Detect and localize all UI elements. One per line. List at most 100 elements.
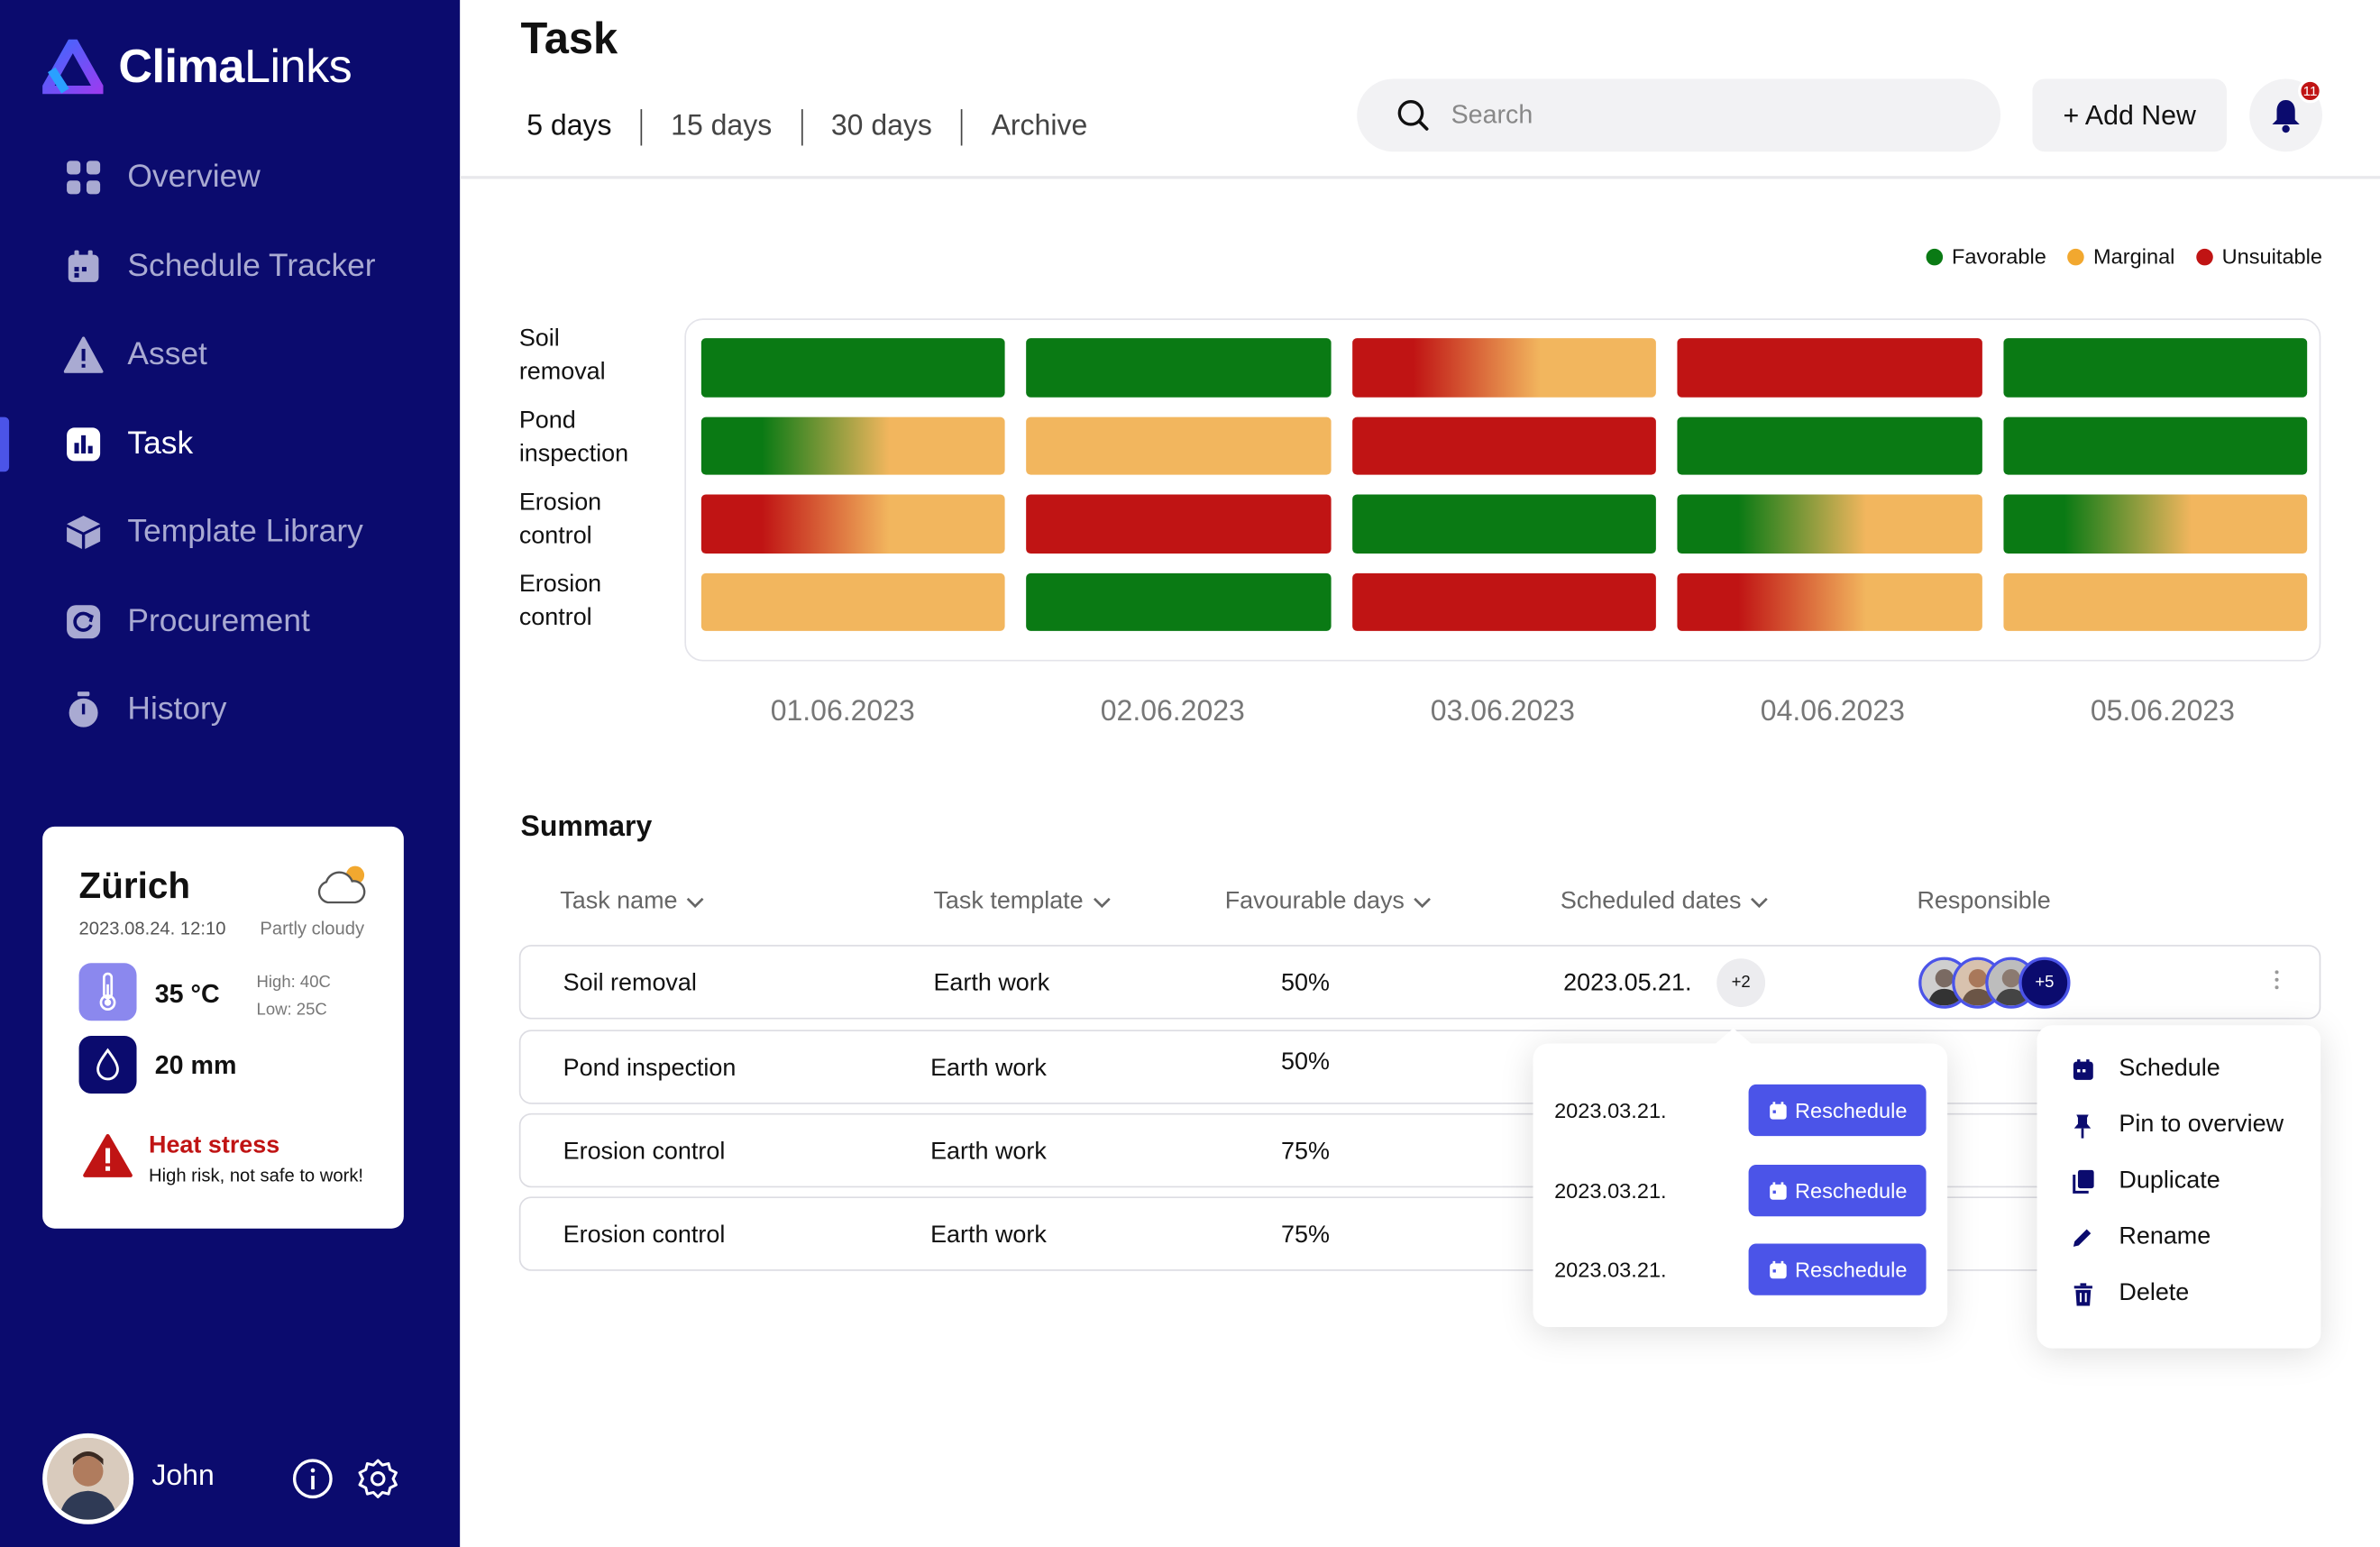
user-name: John	[151, 1460, 215, 1493]
heatmap-cell[interactable]	[1026, 494, 1332, 554]
table-row[interactable]: Pond inspection Earth work 50%	[518, 1030, 2321, 1104]
header-divider	[460, 176, 2380, 179]
heatmap-cell[interactable]	[1026, 572, 1332, 631]
column-header-scheduled-dates[interactable]: Scheduled dates	[1561, 889, 1769, 916]
menu-item-label: Pin to overview	[2119, 1112, 2284, 1138]
heatmap-cell[interactable]	[1351, 338, 1657, 397]
heatmap-cell[interactable]	[1677, 338, 1982, 397]
heatmap-cell[interactable]	[2002, 416, 2308, 475]
tab-30-days[interactable]: 30 days	[830, 110, 932, 143]
more-vertical-icon	[2275, 970, 2279, 990]
heatmap-cell[interactable]	[2002, 572, 2308, 631]
legend-dot	[2196, 248, 2213, 265]
row-label: Soil removal	[518, 325, 606, 386]
legend-item-favorable: Favorable	[1926, 244, 2046, 269]
duplicate-icon	[2071, 1169, 2095, 1194]
table-row[interactable]: Erosion control Earth work 75%	[518, 1196, 2321, 1271]
heatmap-cell[interactable]	[700, 338, 1006, 397]
weather-warning-text: High risk, not safe to work!	[148, 1165, 364, 1186]
sidebar-item-label: Template Library	[127, 514, 363, 550]
scheduled-date: 2023.05.21.	[1563, 970, 1692, 997]
tab-divider	[640, 109, 643, 146]
sidebar: ClimaLinks Overview Schedule Tracker Ass…	[0, 0, 461, 1547]
avatar[interactable]	[42, 1433, 134, 1524]
sidebar-item-label: Procurement	[127, 603, 310, 638]
weather-datetime: 2023.08.24. 12:10	[78, 917, 226, 939]
page-title: Task	[520, 14, 618, 64]
stopwatch-icon	[64, 691, 104, 730]
sidebar-item-asset[interactable]: Asset	[0, 311, 460, 399]
calendar-icon	[1769, 1181, 1786, 1199]
menu-item-delete[interactable]: Delete	[2071, 1279, 2190, 1307]
column-header-responsible: Responsible	[1917, 888, 2051, 915]
heatmap-row-labels: Soil removal Pond inspection Erosion con…	[519, 323, 641, 650]
tab-15-days[interactable]: 15 days	[671, 110, 773, 143]
calendar-icon	[2071, 1057, 2095, 1082]
responsible-avatars[interactable]: +5	[1918, 957, 2071, 1009]
menu-item-schedule[interactable]: Schedule	[2071, 1056, 2220, 1083]
menu-item-pin-to-overview[interactable]: Pin to overview	[2071, 1112, 2284, 1139]
calendar-icon	[64, 247, 104, 287]
cube-icon	[64, 513, 104, 553]
task-template: Earth work	[930, 1139, 1047, 1166]
sidebar-item-label: History	[127, 691, 227, 728]
calendar-icon	[1769, 1101, 1786, 1119]
reschedule-button[interactable]: Reschedule	[1748, 1165, 1927, 1217]
heatmap-cell[interactable]	[700, 416, 1006, 475]
heatmap-date-label: 03.06.2023	[1430, 696, 1575, 728]
trash-icon	[2071, 1282, 2095, 1306]
reschedule-button[interactable]: Reschedule	[1748, 1084, 1927, 1137]
logo[interactable]: ClimaLinks	[42, 39, 352, 95]
menu-item-label: Delete	[2119, 1279, 2190, 1306]
tab-archive[interactable]: Archive	[991, 110, 1088, 143]
list-item: 2023.03.21. Reschedule	[1554, 1243, 1927, 1295]
task-template: Earth work	[930, 1222, 1047, 1249]
sidebar-item-history[interactable]: History	[0, 666, 460, 755]
sidebar-item-overview[interactable]: Overview	[0, 133, 460, 222]
info-icon[interactable]	[291, 1458, 334, 1500]
column-header-task-name[interactable]: Task name	[560, 889, 705, 916]
menu-item-rename[interactable]: Rename	[2071, 1224, 2211, 1251]
menu-item-duplicate[interactable]: Duplicate	[2071, 1167, 2220, 1195]
heatmap-date-labels: 01.06.2023 02.06.2023 03.06.2023 04.06.2023…	[684, 696, 2320, 732]
heatmap-cell[interactable]	[1351, 416, 1657, 475]
task-template: Earth work	[930, 1055, 1047, 1082]
heatmap-cell[interactable]	[1026, 338, 1332, 397]
reschedule-button[interactable]: Reschedule	[1748, 1243, 1927, 1295]
heatmap-cell[interactable]	[1677, 572, 1982, 631]
heatmap-cell[interactable]	[700, 494, 1006, 554]
table-row[interactable]: Soil removal Earth work 50% 2023.05.21. …	[518, 945, 2321, 1020]
column-header-favourable-days[interactable]: Favourable days	[1225, 889, 1432, 916]
table-row[interactable]: Erosion control Earth work 75%	[518, 1112, 2321, 1188]
sidebar-item-procurement[interactable]: Procurement	[0, 577, 460, 665]
heatmap-cell[interactable]	[2002, 494, 2308, 554]
row-menu-button[interactable]	[2274, 969, 2283, 996]
sidebar-nav: Overview Schedule Tracker Asset Task	[0, 133, 460, 755]
notifications-button[interactable]: 11	[2249, 78, 2323, 152]
grid-icon	[64, 158, 104, 197]
sidebar-item-task[interactable]: Task	[0, 399, 460, 488]
weather-low: Low: 25C	[256, 1001, 327, 1020]
app-name: ClimaLinks	[118, 39, 352, 93]
sidebar-item-schedule-tracker[interactable]: Schedule Tracker	[0, 222, 460, 310]
scheduled-date: 2023.03.21.	[1554, 1098, 1667, 1122]
heatmap-cell[interactable]	[1026, 416, 1332, 475]
droplet-icon	[78, 1036, 137, 1094]
add-new-button[interactable]: + Add New	[2032, 78, 2227, 152]
heatmap-cell[interactable]	[1677, 494, 1982, 554]
column-header-task-template[interactable]: Task template	[933, 889, 1111, 916]
sidebar-item-template-library[interactable]: Template Library	[0, 489, 460, 577]
heatmap-cell[interactable]	[700, 572, 1006, 631]
heatmap-cell[interactable]	[1351, 494, 1657, 554]
heatmap-cell[interactable]	[2002, 338, 2308, 397]
task-template: Earth work	[933, 970, 1050, 997]
more-dates-button[interactable]: +2	[1716, 958, 1766, 1008]
pencil-icon	[2071, 1225, 2095, 1250]
task-name: Soil removal	[563, 970, 697, 997]
weather-card: Zürich 2023.08.24. 12:10 Partly cloudy 3…	[42, 826, 404, 1229]
heatmap-cell[interactable]	[1351, 572, 1657, 631]
tab-5-days[interactable]: 5 days	[526, 110, 612, 143]
heatmap-cell[interactable]	[1677, 416, 1982, 475]
gear-icon[interactable]	[357, 1458, 399, 1500]
search-input[interactable]	[1451, 100, 1968, 131]
